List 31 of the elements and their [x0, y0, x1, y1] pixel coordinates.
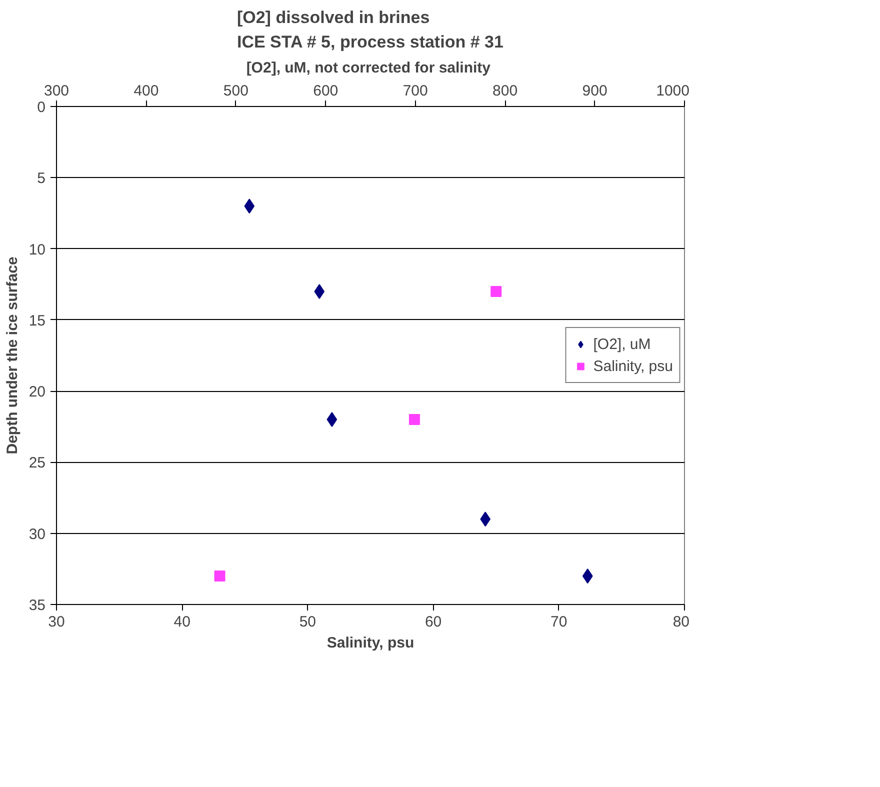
- y-tick-label: 15: [28, 312, 46, 330]
- x2-axis-title: [O2], uM, not corrected for salinity: [246, 60, 492, 76]
- y-tick-label: 25: [28, 454, 46, 472]
- y-tick-label: 35: [28, 597, 46, 614]
- x-tick-label: 70: [550, 614, 568, 630]
- legend-label: Salinity, psu: [593, 358, 673, 374]
- y-tick-label: 20: [28, 384, 46, 401]
- x2-tick-label: 1000: [656, 82, 690, 100]
- x-tick-label: 50: [299, 614, 316, 630]
- x2-tick-label: 700: [402, 82, 428, 100]
- x2-tick-label: 900: [582, 82, 608, 100]
- point: [214, 570, 226, 582]
- y-axis-title: Depth under the ice surface: [4, 256, 21, 454]
- x-tick-label: 80: [672, 614, 690, 630]
- point: [408, 414, 420, 426]
- y-tick-label: 30: [28, 526, 46, 543]
- x-axis-title: Salinity, psu: [326, 634, 414, 652]
- x-tick-label: 30: [48, 614, 65, 630]
- x-tick-label: 40: [174, 614, 190, 630]
- y-tick-label: 10: [28, 241, 46, 258]
- x-tick-label: 60: [424, 614, 442, 630]
- legend-label: [O2], uM: [593, 336, 651, 352]
- x2-tick-label: 300: [44, 82, 70, 100]
- x2-tick-label: 800: [492, 82, 518, 100]
- x2-tick-label: 500: [223, 82, 248, 100]
- point: [490, 286, 502, 297]
- chart-title: [O2] dissolved in brines ICE STA # 5, process station # 31: [236, 8, 504, 52]
- y-tick-label: 5: [37, 170, 46, 188]
- y-tick-label: 0: [37, 99, 46, 116]
- x2-tick-label: 400: [134, 82, 159, 100]
- x2-tick-label: 600: [313, 82, 338, 100]
